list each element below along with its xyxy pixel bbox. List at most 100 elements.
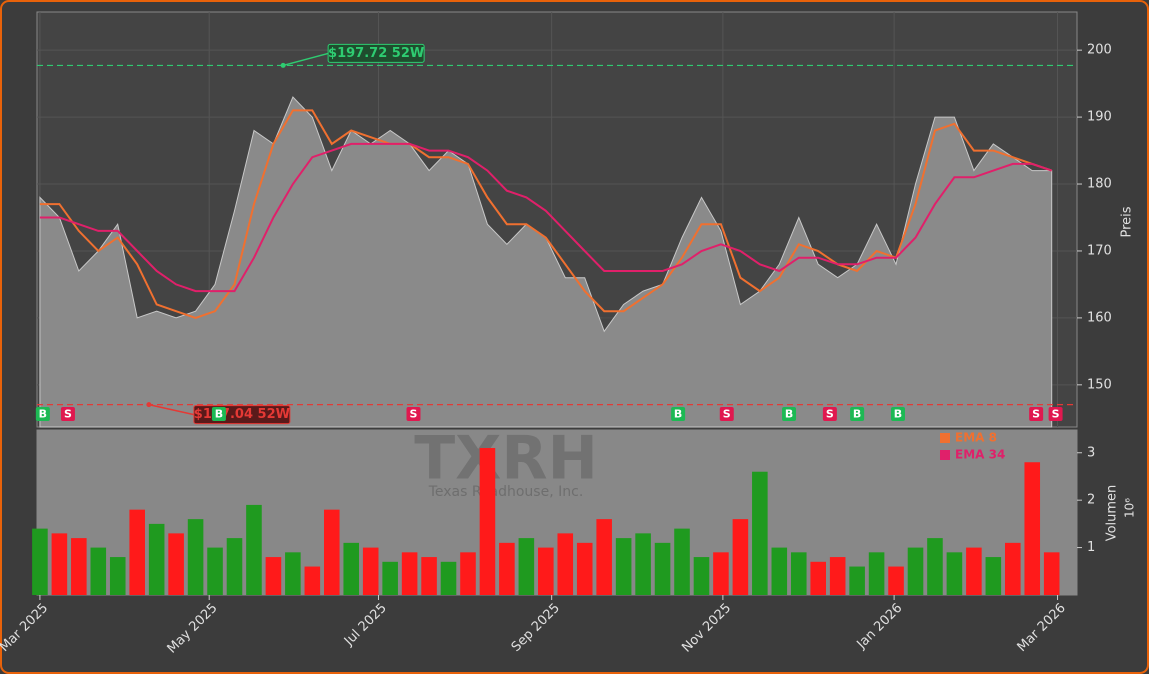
legend-swatch [940, 450, 950, 460]
signal-marker [1029, 407, 1044, 421]
volume-bar [401, 552, 418, 595]
signal-label: S [826, 408, 834, 421]
high-point [280, 62, 286, 68]
signal-label: S [723, 408, 731, 421]
y-tick-label: 150 [1087, 377, 1112, 392]
ema-line [39, 142, 1053, 293]
signal-label: B [39, 408, 47, 421]
y-tick-label: 1 [1087, 540, 1095, 555]
volume-bar [1024, 462, 1041, 595]
volume-bar [1005, 542, 1021, 595]
signal-marker [60, 407, 75, 421]
low-point [146, 402, 152, 408]
y-tick-label: 2 [1087, 493, 1095, 508]
high-arrow [282, 52, 329, 67]
volume-bar [907, 547, 924, 595]
volume-bar [304, 566, 321, 595]
volume-bar [460, 552, 476, 595]
volume-bar [71, 538, 87, 595]
signal-marker [35, 407, 50, 421]
volume-bar [868, 552, 885, 595]
signal-label: B [785, 408, 793, 421]
signal-label: B [894, 408, 902, 421]
volume-bar [732, 519, 749, 595]
low-label: $147.04 52W [194, 407, 290, 422]
volume-bar [421, 557, 437, 595]
volume-bar [479, 448, 496, 595]
volume-bar [888, 566, 904, 595]
volume-bar [285, 552, 301, 595]
volume-bar [596, 519, 612, 595]
volume-bar [32, 528, 48, 595]
signal-marker [211, 407, 226, 421]
volume-bar [713, 552, 729, 595]
volume-bar [946, 552, 963, 595]
volume-bar [343, 542, 360, 595]
y-tick-label: 180 [1087, 177, 1112, 192]
signal-label: S [1052, 408, 1060, 421]
volume-bar [90, 547, 107, 595]
signal-marker [850, 407, 865, 421]
signal-marker [406, 407, 421, 421]
volume-bar [207, 547, 223, 595]
y-tick-label: 170 [1087, 243, 1112, 258]
signal-marker [822, 407, 837, 421]
y-tick-label: 160 [1087, 310, 1112, 325]
ticker-watermark: TXRH [414, 424, 598, 494]
volume-bar [1043, 552, 1060, 595]
volume-bar [51, 533, 68, 595]
y-tick-label: 200 [1087, 43, 1112, 58]
volume-bar [226, 538, 243, 595]
volume-bar [246, 504, 262, 595]
volume-bar [674, 528, 690, 595]
volume-bar [966, 547, 982, 595]
signal-marker [782, 407, 797, 421]
y-axis-label: Volumen [1105, 485, 1120, 542]
volume-bar [557, 533, 574, 595]
company-watermark: Texas Roadhouse, Inc. [428, 484, 584, 500]
ema-line [39, 109, 1053, 319]
volume-bar [499, 542, 515, 595]
volume-bar [362, 547, 379, 595]
volume-bar [168, 533, 184, 595]
volume-bar [148, 523, 165, 595]
y-axis-unit: 10⁶ [1123, 498, 1137, 518]
high-label: $197.72 52W [328, 46, 424, 61]
volume-bar [654, 542, 671, 595]
signal-label: B [674, 408, 682, 421]
signal-label: S [64, 408, 72, 421]
volume-bar [829, 557, 846, 595]
volume-bar [129, 509, 145, 595]
volume-bar [752, 471, 768, 595]
volume-bar [635, 533, 651, 595]
volume-bar [518, 538, 535, 595]
volume-bar [771, 547, 788, 595]
volume-bar [538, 547, 554, 595]
volume-bar [790, 552, 807, 595]
volume-bar [849, 566, 865, 595]
low-arrow [148, 403, 195, 416]
y-axis-label: Preis [1120, 206, 1135, 237]
volume-bar [810, 561, 826, 595]
signal-marker [719, 407, 734, 421]
volume-bar [693, 557, 710, 595]
signal-label: S [410, 408, 418, 421]
volume-bar [927, 538, 943, 595]
signal-label: S [1032, 408, 1040, 421]
volume-bar [265, 557, 282, 595]
volume-bar [615, 538, 632, 595]
signal-marker [671, 407, 686, 421]
volume-bar [187, 519, 204, 595]
volume-bar [440, 561, 457, 595]
y-tick-label: 190 [1087, 110, 1112, 125]
legend-swatch [940, 433, 950, 443]
volume-bar [323, 509, 340, 595]
legend-label: EMA 8 [955, 431, 997, 445]
volume-bar [382, 561, 398, 595]
high-label-box [327, 43, 425, 63]
signal-label: B [215, 408, 223, 421]
signal-marker [890, 407, 905, 421]
y-tick-label: 3 [1087, 445, 1095, 460]
signal-label: B [853, 408, 861, 421]
